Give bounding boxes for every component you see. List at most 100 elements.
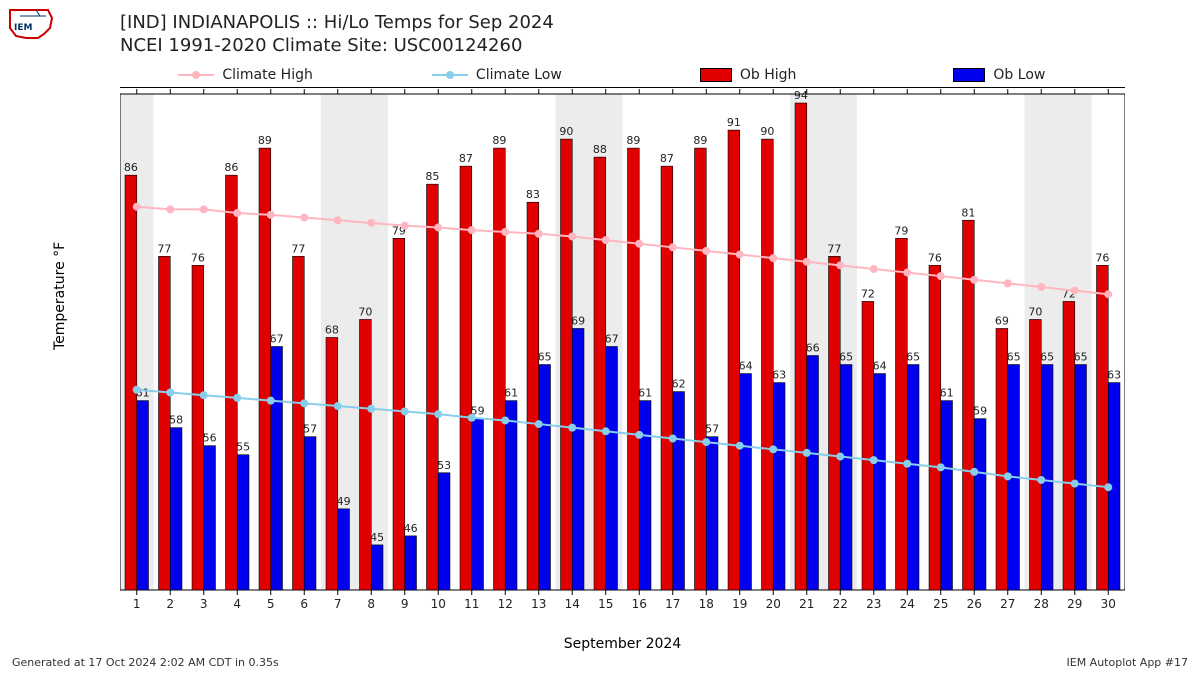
svg-text:94: 94 <box>794 89 808 102</box>
footer-generated: Generated at 17 Oct 2024 2:02 AM CDT in … <box>12 656 279 669</box>
svg-text:64: 64 <box>739 360 753 373</box>
svg-text:63: 63 <box>772 369 786 382</box>
svg-text:65: 65 <box>1040 351 1054 364</box>
svg-text:57: 57 <box>705 423 719 436</box>
svg-text:15: 15 <box>598 597 613 611</box>
legend: Climate High Climate Low Ob High Ob Low <box>120 64 1125 88</box>
legend-ob-low: Ob Low <box>874 67 1125 83</box>
svg-text:55: 55 <box>236 441 250 454</box>
svg-text:21: 21 <box>799 597 814 611</box>
svg-text:57: 57 <box>303 423 317 436</box>
svg-text:89: 89 <box>626 134 640 147</box>
svg-text:49: 49 <box>337 495 351 508</box>
svg-text:91: 91 <box>727 116 741 129</box>
svg-text:26: 26 <box>967 597 982 611</box>
svg-text:14: 14 <box>565 597 580 611</box>
svg-text:70: 70 <box>1028 305 1042 318</box>
svg-text:8: 8 <box>367 597 375 611</box>
title-line1: [IND] INDIANAPOLIS :: Hi/Lo Temps for Se… <box>120 12 554 35</box>
legend-label: Ob Low <box>993 67 1045 83</box>
svg-text:29: 29 <box>1067 597 1082 611</box>
svg-text:5: 5 <box>267 597 275 611</box>
svg-text:65: 65 <box>1007 351 1021 364</box>
svg-text:7: 7 <box>334 597 342 611</box>
svg-text:76: 76 <box>928 251 942 264</box>
legend-climate-low: Climate Low <box>371 67 622 83</box>
svg-text:24: 24 <box>900 597 915 611</box>
svg-text:67: 67 <box>270 333 284 346</box>
svg-text:85: 85 <box>425 170 439 183</box>
svg-text:10: 10 <box>431 597 446 611</box>
svg-text:79: 79 <box>894 224 908 237</box>
legend-label: Ob High <box>740 67 797 83</box>
svg-text:66: 66 <box>806 342 820 355</box>
svg-text:4: 4 <box>233 597 241 611</box>
y-axis-label: Temperature °F <box>52 242 68 350</box>
svg-text:56: 56 <box>203 432 217 445</box>
svg-text:83: 83 <box>526 188 540 201</box>
legend-climate-high: Climate High <box>120 67 371 83</box>
svg-text:69: 69 <box>995 314 1009 327</box>
svg-text:65: 65 <box>906 351 920 364</box>
svg-text:1: 1 <box>133 597 141 611</box>
svg-text:77: 77 <box>291 242 305 255</box>
svg-text:65: 65 <box>1074 351 1088 364</box>
title-line2: NCEI 1991-2020 Climate Site: USC00124260 <box>120 35 554 58</box>
svg-text:65: 65 <box>839 351 853 364</box>
svg-text:67: 67 <box>605 333 619 346</box>
svg-text:3: 3 <box>200 597 208 611</box>
svg-text:81: 81 <box>961 206 975 219</box>
svg-text:59: 59 <box>973 405 987 418</box>
svg-text:28: 28 <box>1034 597 1049 611</box>
svg-text:64: 64 <box>873 360 887 373</box>
svg-text:89: 89 <box>492 134 506 147</box>
svg-text:70: 70 <box>358 305 372 318</box>
svg-text:61: 61 <box>504 387 518 400</box>
svg-text:76: 76 <box>191 251 205 264</box>
svg-text:87: 87 <box>660 152 674 165</box>
svg-text:65: 65 <box>538 351 552 364</box>
svg-text:9: 9 <box>401 597 409 611</box>
svg-text:61: 61 <box>638 387 652 400</box>
legend-label: Climate High <box>222 67 313 83</box>
svg-text:62: 62 <box>672 378 686 391</box>
svg-text:61: 61 <box>940 387 954 400</box>
svg-text:86: 86 <box>124 161 138 174</box>
svg-text:76: 76 <box>1095 251 1109 264</box>
svg-text:89: 89 <box>258 134 272 147</box>
svg-text:6: 6 <box>300 597 308 611</box>
svg-text:19: 19 <box>732 597 747 611</box>
svg-text:87: 87 <box>459 152 473 165</box>
svg-text:63: 63 <box>1107 369 1121 382</box>
svg-text:86: 86 <box>224 161 238 174</box>
svg-text:IEM: IEM <box>14 23 32 33</box>
svg-text:53: 53 <box>437 459 451 472</box>
svg-text:18: 18 <box>699 597 714 611</box>
x-axis-label: September 2024 <box>120 636 1125 652</box>
chart-plot: 4050607080901234567891011121314151617181… <box>120 88 1125 618</box>
svg-text:2: 2 <box>166 597 174 611</box>
svg-text:68: 68 <box>325 323 339 336</box>
svg-text:58: 58 <box>169 414 183 427</box>
svg-text:23: 23 <box>866 597 881 611</box>
legend-label: Climate Low <box>476 67 562 83</box>
svg-text:12: 12 <box>498 597 513 611</box>
svg-text:90: 90 <box>559 125 573 138</box>
svg-text:11: 11 <box>464 597 479 611</box>
svg-text:30: 30 <box>1101 597 1116 611</box>
svg-text:77: 77 <box>157 242 171 255</box>
svg-text:69: 69 <box>571 314 585 327</box>
svg-text:89: 89 <box>693 134 707 147</box>
chart-title: [IND] INDIANAPOLIS :: Hi/Lo Temps for Se… <box>120 12 554 57</box>
legend-ob-high: Ob High <box>623 67 874 83</box>
svg-text:90: 90 <box>760 125 774 138</box>
iem-logo: IEM <box>4 4 58 48</box>
svg-text:20: 20 <box>766 597 781 611</box>
svg-text:25: 25 <box>933 597 948 611</box>
svg-text:16: 16 <box>632 597 647 611</box>
footer-app: IEM Autoplot App #17 <box>1067 656 1189 669</box>
svg-text:77: 77 <box>827 242 841 255</box>
svg-text:45: 45 <box>370 531 384 544</box>
svg-text:22: 22 <box>833 597 848 611</box>
svg-text:17: 17 <box>665 597 680 611</box>
